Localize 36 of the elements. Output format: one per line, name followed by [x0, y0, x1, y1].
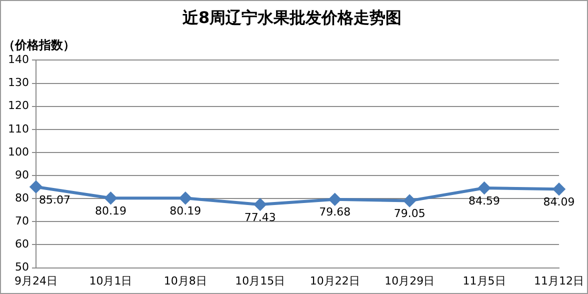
point	[328, 193, 341, 206]
x-tick-label: 10月1日	[89, 274, 132, 288]
y-tick-label: 50	[14, 260, 29, 274]
point	[104, 192, 117, 204]
y-tick-label: 70	[14, 214, 29, 228]
x-tick-label: 11月12日	[534, 274, 584, 288]
x-tick-label: 11月5日	[462, 274, 506, 288]
x-tick-label: 10月22日	[310, 274, 360, 288]
y-tick-label: 90	[14, 168, 29, 182]
y-tick-label: 140	[8, 53, 29, 66]
point	[254, 198, 266, 211]
y-axis-title: （价格指数）	[3, 38, 75, 52]
data-label: 79.68	[319, 206, 351, 219]
point	[478, 182, 490, 194]
point	[30, 180, 42, 193]
y-tick-label: 130	[8, 76, 29, 90]
data-label: 84.59	[468, 194, 500, 208]
data-label: 84.09	[543, 196, 575, 209]
x-tick-label: 10月29日	[384, 274, 435, 288]
data-label: 85.07	[38, 193, 70, 206]
x-tick-label: 9月24日	[14, 274, 58, 288]
point	[404, 194, 416, 207]
y-tick-label: 120	[8, 99, 29, 112]
x-tick-label: 10月8日	[164, 274, 207, 288]
data-label: 77.43	[244, 210, 276, 224]
data-label: 80.19	[94, 204, 126, 218]
y-tick-label: 100	[8, 145, 29, 158]
point	[553, 183, 566, 196]
data-label: 80.19	[170, 204, 202, 218]
y-tick-label: 110	[8, 122, 29, 136]
y-tick-label: 60	[14, 238, 29, 251]
y-tick-label: 80	[14, 191, 29, 204]
x-tick-label: 10月15日	[235, 274, 286, 288]
point	[179, 192, 192, 204]
chart-title: 近8周辽宁水果批发价格走势图	[181, 8, 402, 27]
data-label: 79.05	[394, 207, 426, 220]
